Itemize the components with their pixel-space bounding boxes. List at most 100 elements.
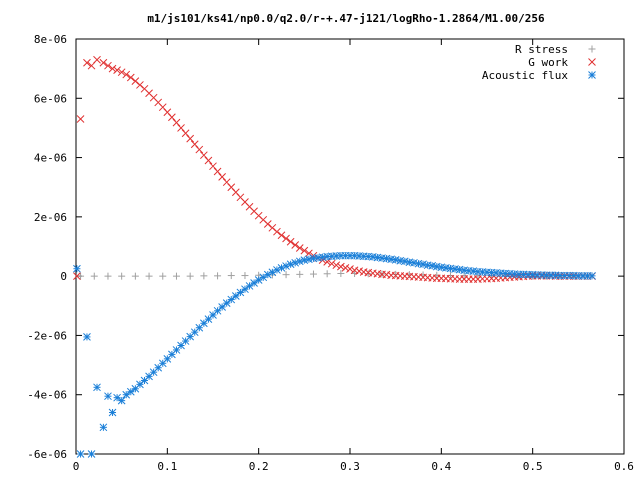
series-g-work <box>73 55 596 283</box>
data-point-g-work <box>83 58 91 67</box>
series-acoustic-flux <box>73 251 596 458</box>
data-point-g-work <box>186 134 195 143</box>
data-point-r-stress <box>118 272 126 280</box>
data-point-acoustic-flux <box>136 380 144 389</box>
data-point-acoustic-flux <box>231 292 240 300</box>
data-point-r-stress <box>214 272 222 280</box>
legend-label-r-stress: R stress <box>515 43 568 56</box>
data-point-g-work <box>93 55 101 64</box>
x-tick-label: 0 <box>73 460 80 473</box>
x-tick-label: 0.6 <box>614 460 634 473</box>
legend-marker-r-stress <box>588 45 596 53</box>
data-point-g-work <box>300 246 309 255</box>
data-point-acoustic-flux <box>300 256 309 264</box>
data-point-g-work <box>209 162 217 171</box>
data-point-r-stress <box>145 272 153 280</box>
data-point-acoustic-flux <box>73 264 81 273</box>
data-point-g-work <box>355 267 363 275</box>
data-point-g-work <box>332 261 341 270</box>
data-point-g-work <box>213 167 222 176</box>
data-point-acoustic-flux <box>104 392 112 401</box>
data-point-r-stress <box>309 270 317 278</box>
data-point-acoustic-flux <box>83 333 91 341</box>
y-tick-label: 6e-06 <box>34 92 67 105</box>
data-point-r-stress <box>323 270 331 278</box>
data-point-acoustic-flux <box>218 303 226 311</box>
data-point-acoustic-flux <box>76 450 85 458</box>
data-point-r-stress <box>159 272 167 280</box>
data-point-acoustic-flux <box>186 332 195 341</box>
legend-marker-g-work <box>588 58 596 66</box>
data-point-g-work <box>99 58 108 67</box>
data-point-r-stress <box>227 272 235 280</box>
y-tick-label: 2e-06 <box>34 211 67 224</box>
y-tick-label: -6e-06 <box>27 448 67 461</box>
data-point-g-work <box>73 272 81 280</box>
data-point-acoustic-flux <box>282 262 290 270</box>
data-point-acoustic-flux <box>291 258 300 267</box>
data-point-r-stress <box>200 272 208 280</box>
y-tick-label: 0 <box>60 270 67 283</box>
data-point-acoustic-flux <box>108 408 117 417</box>
data-point-acoustic-flux <box>145 372 153 381</box>
x-tick-label: 0.2 <box>249 460 269 473</box>
data-point-g-work <box>195 145 204 154</box>
data-point-g-work <box>168 113 176 122</box>
data-point-g-work <box>200 151 208 160</box>
data-point-g-work <box>204 156 213 165</box>
data-point-g-work <box>286 237 295 246</box>
data-point-acoustic-flux <box>250 279 258 287</box>
data-point-acoustic-flux <box>177 341 185 350</box>
data-point-acoustic-flux <box>227 295 236 304</box>
data-point-r-stress <box>241 272 249 280</box>
legend-marker-acoustic-flux <box>588 71 596 79</box>
y-tick-label: 8e-06 <box>34 33 67 46</box>
data-point-acoustic-flux <box>295 257 304 266</box>
data-point-acoustic-flux <box>126 387 135 396</box>
data-point-acoustic-flux <box>305 255 313 264</box>
data-point-acoustic-flux <box>428 261 437 270</box>
data-point-g-work <box>113 66 121 74</box>
data-point-g-work <box>341 263 350 272</box>
data-point-g-work <box>337 262 345 271</box>
data-point-acoustic-flux <box>400 257 409 266</box>
data-point-acoustic-flux <box>588 271 596 280</box>
data-point-r-stress <box>90 272 98 280</box>
data-point-acoustic-flux <box>432 262 441 271</box>
data-point-g-work <box>190 140 199 149</box>
legend-label-g-work: G work <box>528 56 568 69</box>
data-point-g-work <box>131 77 140 85</box>
y-tick-label: -2e-06 <box>27 329 67 342</box>
data-point-r-stress <box>104 272 112 280</box>
data-point-r-stress <box>172 272 180 280</box>
data-point-acoustic-flux <box>93 383 101 392</box>
data-point-acoustic-flux <box>241 285 249 294</box>
x-tick-label: 0.5 <box>523 460 543 473</box>
data-point-acoustic-flux <box>87 450 96 458</box>
data-point-g-work <box>268 223 277 232</box>
data-point-r-stress <box>446 272 454 280</box>
x-tick-label: 0.1 <box>157 460 177 473</box>
data-point-acoustic-flux <box>99 423 108 432</box>
data-point-r-stress <box>282 271 290 279</box>
data-point-acoustic-flux <box>222 299 231 307</box>
data-point-g-work <box>136 81 144 89</box>
data-point-g-work <box>291 241 300 249</box>
data-point-r-stress <box>296 270 304 278</box>
data-point-g-work <box>263 220 272 228</box>
data-point-r-stress <box>186 272 194 280</box>
data-point-g-work <box>117 68 126 77</box>
data-point-acoustic-flux <box>245 282 254 290</box>
data-point-acoustic-flux <box>117 396 126 405</box>
data-point-acoustic-flux <box>113 393 121 402</box>
data-point-g-work <box>218 172 226 181</box>
data-point-acoustic-flux <box>286 260 295 269</box>
data-point-acoustic-flux <box>236 288 245 297</box>
y-tick-label: 4e-06 <box>34 152 67 165</box>
data-point-acoustic-flux <box>410 258 418 267</box>
data-point-r-stress <box>392 270 400 278</box>
data-point-g-work <box>282 234 290 243</box>
data-point-g-work <box>172 118 181 127</box>
y-tick-label: -4e-06 <box>27 389 67 402</box>
